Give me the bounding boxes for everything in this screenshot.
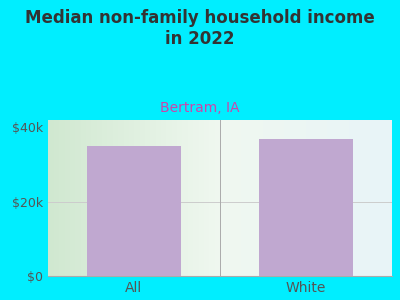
Text: Bertram, IA: Bertram, IA <box>160 100 240 115</box>
Text: Median non-family household income
in 2022: Median non-family household income in 20… <box>25 9 375 48</box>
Bar <box>87 146 181 276</box>
Bar <box>259 139 353 276</box>
